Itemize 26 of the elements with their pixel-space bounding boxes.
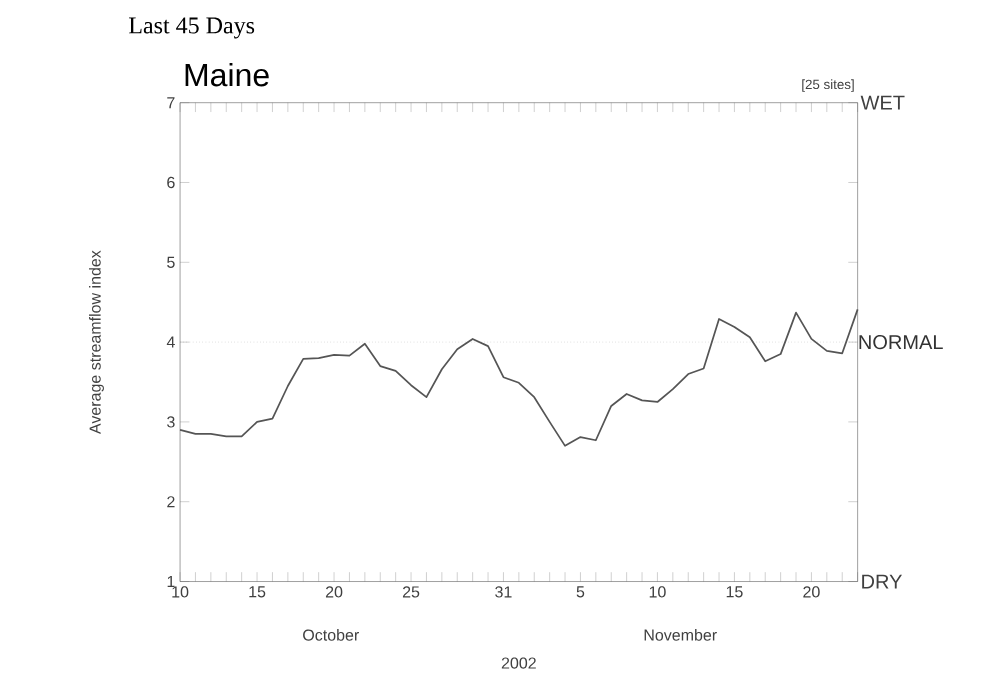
- y-tick-label: 2: [167, 496, 175, 508]
- y-tick-label: 6: [167, 177, 175, 189]
- y-tick-label: 7: [167, 97, 175, 109]
- x-tick-label: 15: [249, 586, 266, 598]
- x-tick-label: 10: [649, 586, 666, 598]
- x-tick-label: 20: [803, 586, 820, 598]
- text: DRY: [862, 574, 902, 589]
- x-tick-label: 20: [325, 586, 343, 598]
- y-axis-title: Average streamflow index: [89, 250, 104, 435]
- ref-line-label: NORMAL: [859, 335, 943, 350]
- text: October: [303, 629, 359, 641]
- x-tick-label: 15: [726, 586, 743, 598]
- y-tick-label: 3: [167, 416, 175, 428]
- x-axis-title: 2002: [501, 657, 536, 669]
- text: WET: [860, 96, 905, 110]
- x-tick-label: 25: [402, 586, 420, 598]
- x-tick-label: 5: [576, 586, 585, 598]
- y-tick-label: 5: [167, 256, 175, 269]
- x-tick-label: 10: [172, 586, 189, 598]
- text: November: [644, 629, 717, 641]
- y-tick-label: 4: [166, 336, 175, 348]
- text: [25 sites]: [802, 79, 854, 92]
- chart-title: Last 45 Days: [129, 17, 255, 39]
- chart-subtitle: Maine: [185, 63, 269, 87]
- y-tick-label: 1: [167, 576, 175, 588]
- x-tick-label: 31: [495, 586, 512, 598]
